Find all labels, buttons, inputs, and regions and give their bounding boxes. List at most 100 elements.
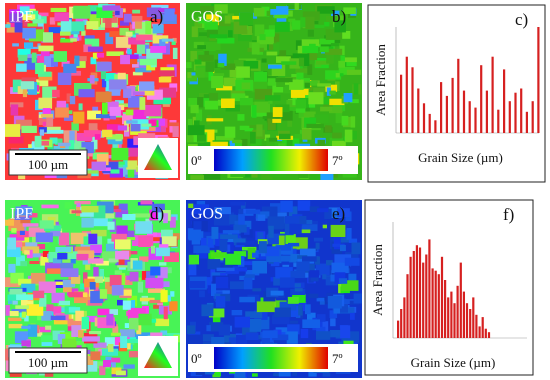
grain: [348, 3, 353, 8]
grain: [251, 80, 268, 93]
grain: [100, 70, 106, 80]
panel-label: d): [150, 204, 164, 223]
grain: [317, 208, 329, 213]
grain: [97, 317, 115, 329]
grain: [120, 336, 128, 348]
grain: [118, 161, 125, 165]
grain: [22, 86, 27, 98]
grain: [9, 13, 23, 23]
grain: [203, 168, 221, 180]
grain: [37, 312, 42, 321]
grain: [328, 207, 342, 218]
grain: [114, 270, 122, 275]
grain: [224, 126, 236, 138]
grain: [107, 139, 123, 145]
grain: [33, 19, 44, 24]
grain: [69, 140, 85, 152]
bar: [484, 328, 487, 338]
grain: [325, 29, 343, 40]
bar: [450, 291, 453, 338]
grain: [348, 273, 357, 284]
grain: [47, 306, 62, 315]
grain: [292, 96, 297, 106]
grain: [164, 267, 172, 274]
grain: [150, 46, 167, 53]
grain: [21, 77, 37, 84]
grain: [334, 272, 346, 284]
grain: [305, 304, 311, 315]
grain: [204, 129, 215, 142]
grain: [70, 275, 81, 284]
grain: [109, 9, 119, 15]
panel-label: e): [332, 204, 345, 223]
grain: [91, 161, 106, 171]
grain: [229, 214, 237, 225]
grain: [84, 38, 100, 48]
grain: [307, 312, 316, 320]
grain: [76, 133, 93, 142]
grain: [329, 106, 343, 114]
grain: [287, 296, 299, 304]
grain: [115, 250, 130, 260]
grain: [136, 42, 150, 54]
grain: [294, 143, 311, 149]
grain: [109, 275, 122, 287]
grain: [45, 325, 52, 330]
grain: [278, 255, 297, 264]
grain: [247, 247, 256, 259]
grain: [131, 300, 136, 313]
grain: [225, 253, 241, 265]
grain: [236, 66, 250, 78]
grain: [317, 6, 335, 14]
grain: [127, 49, 132, 58]
grain: [325, 125, 332, 133]
grain: [111, 147, 129, 161]
grain: [298, 109, 304, 119]
grain: [229, 67, 241, 78]
grain: [279, 277, 295, 288]
grain: [233, 224, 247, 233]
grain: [204, 21, 218, 30]
grain: [87, 258, 104, 264]
bar: [425, 254, 428, 338]
grain: [102, 5, 121, 11]
grain: [342, 117, 356, 128]
grain: [324, 208, 332, 219]
grain: [76, 203, 81, 207]
grain: [264, 29, 275, 37]
grain: [245, 311, 263, 319]
grain: [122, 300, 131, 310]
grain: [60, 19, 72, 32]
grain: [89, 331, 102, 335]
grain: [287, 4, 302, 10]
colorbar-max: 7º: [332, 153, 343, 168]
grain: [225, 104, 240, 112]
grain: [195, 109, 203, 122]
grain: [280, 200, 293, 213]
grain: [282, 110, 293, 121]
grain: [96, 212, 115, 219]
grain: [96, 114, 111, 119]
grain: [190, 50, 203, 62]
grain: [238, 208, 244, 215]
grain: [89, 75, 95, 84]
grain: [163, 213, 168, 224]
grain: [159, 87, 177, 98]
grain: [126, 160, 139, 170]
grain: [109, 31, 119, 37]
ipf-key: [144, 144, 172, 170]
grain: [188, 254, 199, 265]
grain: [38, 45, 54, 52]
grain: [209, 256, 227, 261]
grain: [238, 213, 245, 226]
grain: [319, 300, 325, 305]
grain: [297, 200, 311, 211]
grain: [56, 100, 67, 108]
grain: [253, 250, 262, 255]
grain: [68, 140, 75, 152]
grain: [122, 113, 135, 125]
grain: [151, 245, 155, 254]
grain: [124, 339, 142, 344]
grain: [316, 314, 326, 322]
scale-bar-label: 100 µm: [28, 355, 68, 370]
